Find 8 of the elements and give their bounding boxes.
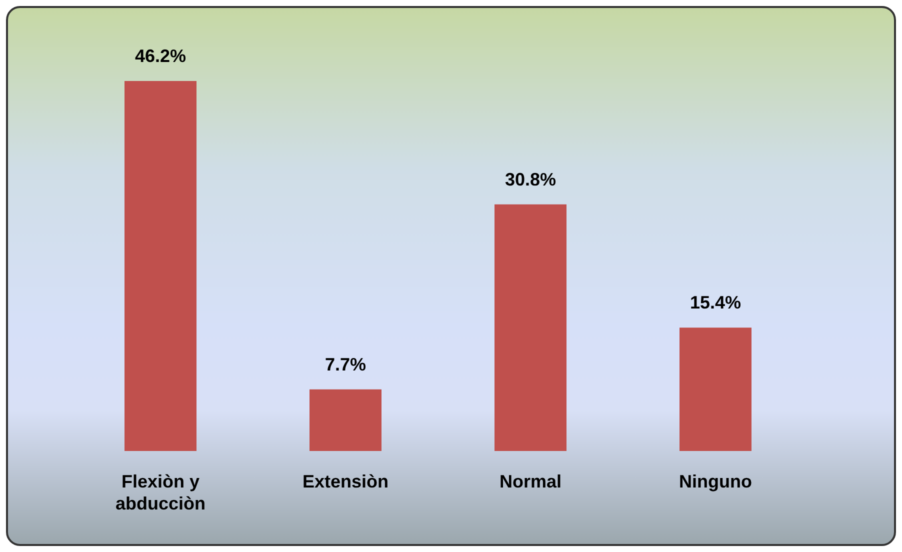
data-label: 46.2% xyxy=(134,46,186,66)
data-label: 7.7% xyxy=(324,354,366,374)
x-tick-label: Flexiòn y abducciòn xyxy=(115,472,206,514)
x-tick-label: Normal xyxy=(499,472,562,492)
x-tick-label: Extensiòn xyxy=(302,472,389,492)
data-label: 15.4% xyxy=(690,292,742,313)
data-label: 30.8% xyxy=(504,169,556,190)
x-tick-label: Ninguno xyxy=(679,472,752,492)
